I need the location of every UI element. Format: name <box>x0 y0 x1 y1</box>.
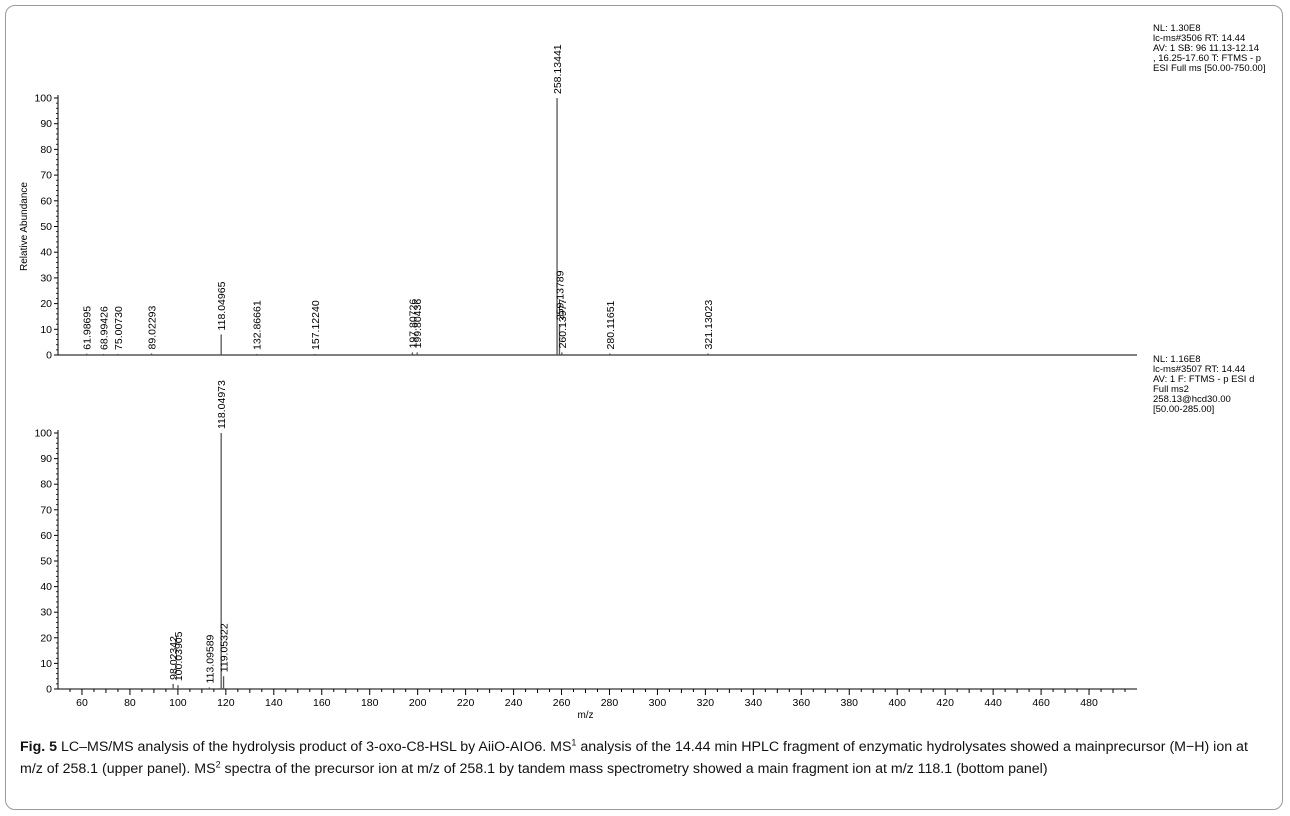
x-tick-label: 120 <box>217 697 235 709</box>
peak-label: 61.98695 <box>82 306 94 350</box>
x-tick-label: 260 <box>553 697 571 709</box>
peak-label: 118.04973 <box>216 380 228 429</box>
x-tick-label: 80 <box>124 697 136 709</box>
y-tick-label: 100 <box>34 93 52 105</box>
y-tick-label: 10 <box>40 324 52 336</box>
x-tick-label: 140 <box>265 697 283 709</box>
y-tick-label: 100 <box>34 428 52 440</box>
instrument-info-line: AV: 1 F: FTMS - p ESI d <box>1153 374 1254 385</box>
peak-label: 199.80436 <box>412 299 424 349</box>
caption-superscript-2: 2 <box>215 759 221 770</box>
peak-label: 260.13977 <box>557 299 569 349</box>
y-tick-label: 80 <box>40 144 52 156</box>
y-tick-label: 30 <box>40 272 52 284</box>
instrument-info-line: NL: 1.16E8 <box>1153 354 1201 365</box>
x-tick-label: 200 <box>409 697 427 709</box>
instrument-info-line: lc-ms#3506 RT: 14.44 <box>1153 33 1245 44</box>
y-tick-label: 60 <box>40 195 52 207</box>
y-tick-label: 90 <box>40 118 52 130</box>
caption-text-part1: LC–MS/MS analysis of the hydrolysis prod… <box>57 739 572 755</box>
y-tick-label: 0 <box>46 350 52 362</box>
instrument-info-line: NL: 1.30E8 <box>1153 23 1201 34</box>
x-tick-label: 300 <box>649 697 667 709</box>
x-tick-label: 220 <box>457 697 475 709</box>
x-tick-label: 340 <box>745 697 763 709</box>
y-tick-label: 60 <box>40 530 52 542</box>
caption-text-part2: analysis of the 14.44 min HPLC fragment … <box>20 739 1248 777</box>
x-tick-label: 400 <box>888 697 906 709</box>
instrument-info-line: [50.00-285.00] <box>1153 404 1214 415</box>
y-tick-label: 40 <box>40 247 52 259</box>
peak-label: 113.09589 <box>204 634 216 683</box>
y-tick-label: 30 <box>40 607 52 619</box>
peak-label: 100.03905 <box>173 631 185 681</box>
y-tick-label: 50 <box>40 556 52 568</box>
figure-caption: Fig. 5 LC–MS/MS analysis of the hydrolys… <box>20 736 1270 780</box>
y-axis-title: Relative Abundance <box>19 182 30 271</box>
x-tick-label: 420 <box>936 697 954 709</box>
x-tick-label: 460 <box>1032 697 1050 709</box>
x-tick-label: 360 <box>793 697 811 709</box>
instrument-info-line: ESI Full ms [50.00-750.00] <box>1153 63 1265 74</box>
peak-label: 280.11651 <box>605 300 617 349</box>
ms2-spectrum-panel: 0 10 20 30 40 50 60 70 80 90 100 60 80 100 120 140 160 18… <box>34 354 1254 721</box>
figure-label: Fig. 5 <box>20 739 58 755</box>
y-tick-label: 0 <box>46 684 52 696</box>
x-tick-label: 440 <box>984 697 1002 709</box>
peak-label: 118.04965 <box>216 281 228 330</box>
y-tick-label: 80 <box>40 479 52 491</box>
peak-label: 197.80726 <box>407 299 419 349</box>
instrument-info-line: , 16.25-17.60 T: FTMS - p <box>1153 53 1261 64</box>
peak-label: 68.99426 <box>99 306 111 350</box>
peak-label: 89.02293 <box>147 306 159 350</box>
instrument-info-line: AV: 1 SB: 96 11.13-12.14 <box>1153 43 1259 54</box>
caption-text-part3: spectra of the precursor ion at m/z of 2… <box>220 761 1048 777</box>
y-tick-label: 20 <box>40 298 52 310</box>
peak-label: 258.13441 <box>552 44 564 94</box>
peak-label: 132.86661 <box>252 300 264 350</box>
ms1-spectrum-panel: 0 10 20 30 40 50 60 70 80 90 100 Relative Abundance… <box>19 23 1265 362</box>
y-tick-label: 50 <box>40 221 52 233</box>
x-tick-label: 180 <box>361 697 379 709</box>
y-tick-label: 10 <box>40 658 52 670</box>
y-tick-label: 70 <box>40 504 52 516</box>
x-tick-label: 160 <box>313 697 331 709</box>
x-tick-label: 280 <box>601 697 619 709</box>
peak-label: 75.00730 <box>113 306 125 350</box>
x-tick-label: 60 <box>76 697 88 709</box>
peak-label: 259.13789 <box>554 270 566 320</box>
x-axis-title: m/z <box>577 710 593 721</box>
instrument-info-line: Full ms2 <box>1153 384 1189 395</box>
x-tick-label: 240 <box>505 697 523 709</box>
caption-superscript-1: 1 <box>571 737 577 748</box>
x-tick-label: 320 <box>697 697 715 709</box>
y-tick-label: 70 <box>40 170 52 182</box>
x-tick-label: 100 <box>169 697 187 709</box>
instrument-info-line: 258.13@hcd30.00 <box>1153 394 1231 405</box>
figure-frame <box>5 5 1283 810</box>
peak-label: 119.05322 <box>219 623 231 672</box>
y-tick-label: 90 <box>40 453 52 465</box>
y-tick-label: 40 <box>40 581 52 593</box>
peak-label: 157.12240 <box>310 300 322 350</box>
y-tick-label: 20 <box>40 632 52 644</box>
x-tick-label: 480 <box>1080 697 1098 709</box>
instrument-info-line: lc-ms#3507 RT: 14.44 <box>1153 364 1245 375</box>
peak-label: 98.02342 <box>168 636 180 680</box>
peak-label: 321.13023 <box>703 300 715 350</box>
x-tick-label: 380 <box>841 697 859 709</box>
